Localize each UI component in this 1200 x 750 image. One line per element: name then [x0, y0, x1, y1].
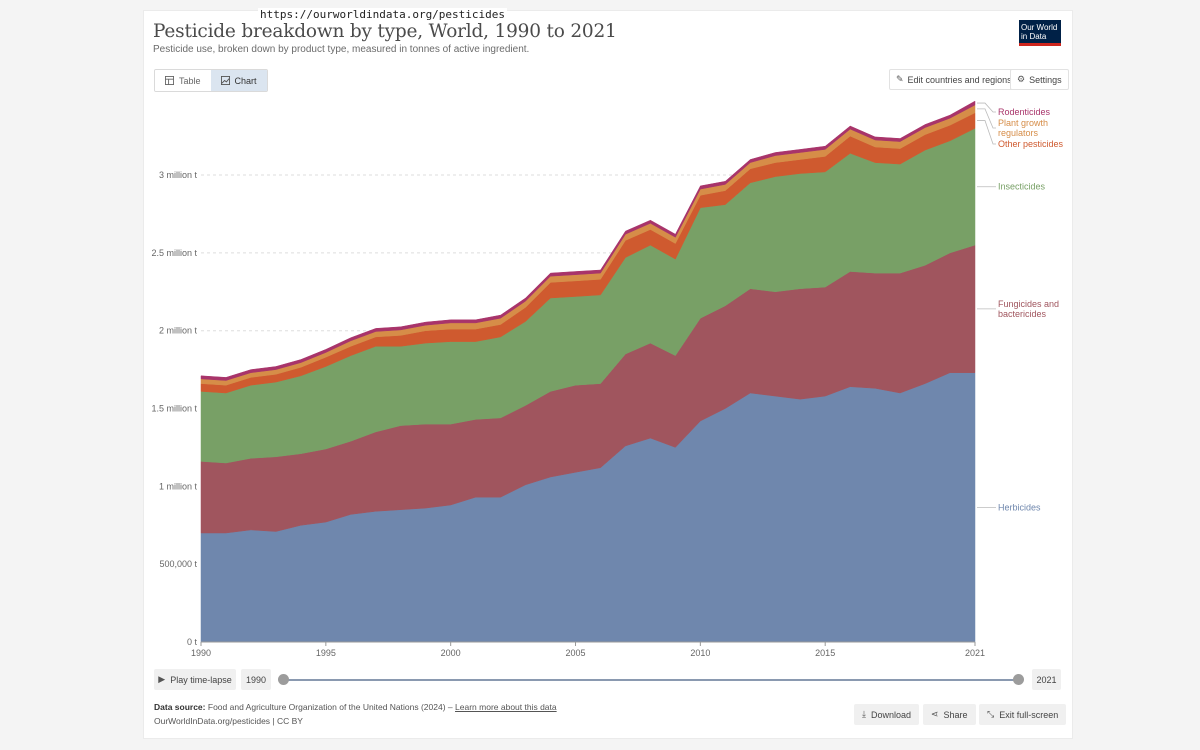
start-year-handle[interactable] [278, 674, 289, 685]
view-tabs: Table Chart [154, 69, 268, 92]
legend-label-line: Rodenticides [998, 107, 1051, 117]
edit-countries-button[interactable]: ✎ Edit countries and regions [889, 69, 1019, 90]
legend-label-other: Other pesticides [998, 139, 1064, 149]
play-timelapse-button[interactable]: ▶ Play time-lapse [154, 669, 236, 690]
end-year-label: 2021 [1036, 674, 1057, 685]
play-icon: ▶ [158, 674, 166, 684]
share-button[interactable]: ⋖ Share [923, 704, 976, 725]
chart-icon [220, 76, 230, 85]
stacked-area-chart: 0 t 500,000 t 1 million t 1.5 million t 2 mi… [151, 100, 1064, 658]
legend-connector-rodenticides [977, 102, 996, 113]
y-tick-label-0: 0 t [187, 637, 198, 647]
learn-more-link[interactable]: Learn more about this data [455, 702, 557, 712]
exit-fullscreen-button[interactable]: ⤡ Exit full-screen [979, 704, 1067, 725]
page-url: https://ourworldindata.org/pesticides [258, 8, 508, 21]
end-year-handle[interactable] [1013, 674, 1024, 685]
tab-table[interactable]: Table [155, 70, 211, 91]
legend-label-line: regulators [998, 128, 1039, 138]
y-tick-label-6: 3 million t [159, 170, 198, 180]
tab-chart-label: Chart [234, 75, 257, 86]
share-icon: ⋖ [931, 709, 939, 719]
legend-label-fungicides: Fungicides and bactericides [998, 299, 1059, 319]
x-tick-label-2: 2000 [441, 648, 461, 658]
legend-label-line: Other pesticides [998, 139, 1064, 149]
share-label: Share [943, 709, 968, 720]
end-year-box[interactable]: 2021 [1032, 669, 1061, 690]
x-tick-label-0: 1990 [191, 648, 211, 658]
legend-label-plant_growth: Plant growth regulators [998, 118, 1048, 138]
legend-label-line: Fungicides and [998, 299, 1059, 309]
source-text: Food and Agriculture Organization of the… [207, 702, 446, 712]
download-icon: ⤓ [862, 709, 866, 719]
y-tick-label-4: 2 million t [159, 326, 198, 336]
y-tick-label-2: 1 million t [159, 481, 198, 491]
legend-label-line: Plant growth [998, 118, 1048, 128]
y-tick-label-5: 2.5 million t [151, 248, 197, 258]
legend-label-insecticides: Insecticides [998, 182, 1046, 192]
start-year-box[interactable]: 1990 [241, 669, 271, 690]
source-label: Data source: [154, 702, 206, 712]
legend-label-rodenticides: Rodenticides [998, 107, 1051, 117]
logo-line-1: Our World [1021, 23, 1058, 32]
y-tick-label-3: 1.5 million t [151, 404, 197, 414]
play-label: Play time-lapse [170, 674, 232, 685]
pencil-icon: ✎ [896, 74, 904, 84]
gear-icon: ⚙ [1017, 74, 1026, 84]
x-tick-label-6: 2021 [965, 648, 985, 658]
area-rodenticides [200, 100, 976, 381]
x-tick-label-1: 1995 [316, 648, 336, 658]
legend-label-line: Herbicides [998, 502, 1041, 512]
exit-fullscreen-label: Exit full-screen [999, 709, 1059, 720]
owid-logo[interactable]: Our World in Data [1019, 20, 1061, 46]
settings-label: Settings [1029, 74, 1062, 85]
download-button[interactable]: ⤓ Download [854, 704, 920, 725]
table-icon [165, 76, 174, 85]
exit-fullscreen-icon: ⤡ [987, 709, 995, 719]
legend-connector-plant_growth [977, 108, 996, 129]
start-year-label: 1990 [245, 674, 267, 685]
chart-subtitle: Pesticide use, broken down by product ty… [153, 44, 530, 55]
legend-connector-other [977, 120, 996, 145]
license-note: OurWorldInData.org/pesticides | CC BY [154, 716, 303, 726]
settings-button[interactable]: ⚙ Settings [1010, 69, 1069, 90]
legend-label-herbicides: Herbicides [998, 502, 1041, 512]
logo-line-2: in Data [1021, 32, 1047, 41]
source-separator: – [447, 702, 453, 712]
x-tick-label-5: 2015 [815, 648, 835, 658]
legend-label-line: bactericides [998, 309, 1047, 319]
x-tick-label-3: 2005 [566, 648, 586, 658]
download-label: Download [870, 709, 912, 720]
x-tick-label-4: 2010 [690, 648, 710, 658]
y-tick-label-1: 500,000 t [159, 559, 197, 569]
chart-title: Pesticide breakdown by type, World, 1990… [153, 21, 617, 42]
edit-countries-label: Edit countries and regions [907, 74, 1012, 85]
tab-table-label: Table [179, 75, 201, 86]
legend-label-line: Insecticides [998, 182, 1046, 192]
tab-chart[interactable]: Chart [210, 70, 267, 91]
timeline-track[interactable] [284, 679, 1019, 681]
source-note: Data source: Food and Agriculture Organi… [154, 702, 557, 712]
